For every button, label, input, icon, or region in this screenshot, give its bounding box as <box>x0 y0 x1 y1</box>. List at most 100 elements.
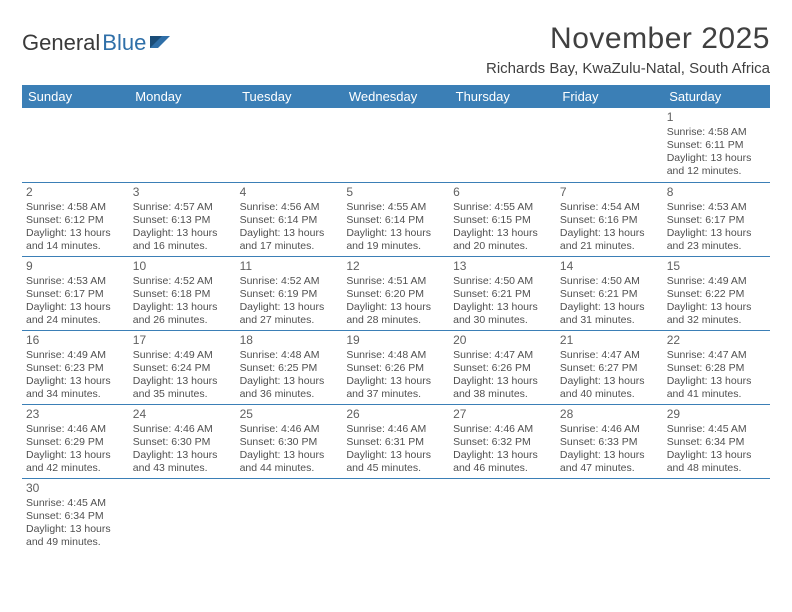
sunrise-line: Sunrise: 4:46 AM <box>560 423 659 436</box>
calendar-cell: 13Sunrise: 4:50 AMSunset: 6:21 PMDayligh… <box>449 256 556 330</box>
sunrise-line: Sunrise: 4:58 AM <box>667 126 766 139</box>
day-number: 15 <box>667 259 766 274</box>
sunset-line: Sunset: 6:27 PM <box>560 362 659 375</box>
sunrise-line: Sunrise: 4:47 AM <box>667 349 766 362</box>
calendar-table: SundayMondayTuesdayWednesdayThursdayFrid… <box>22 85 770 552</box>
sunset-line: Sunset: 6:23 PM <box>26 362 125 375</box>
calendar-cell: 21Sunrise: 4:47 AMSunset: 6:27 PMDayligh… <box>556 330 663 404</box>
sunrise-line: Sunrise: 4:48 AM <box>240 349 339 362</box>
daylight-line: Daylight: 13 hoursand 43 minutes. <box>133 449 232 475</box>
day-number: 18 <box>240 333 339 348</box>
daylight-line: Daylight: 13 hoursand 17 minutes. <box>240 227 339 253</box>
daylight-line: Daylight: 13 hoursand 16 minutes. <box>133 227 232 253</box>
sunset-line: Sunset: 6:14 PM <box>240 214 339 227</box>
calendar-cell: 10Sunrise: 4:52 AMSunset: 6:18 PMDayligh… <box>129 256 236 330</box>
day-number: 7 <box>560 185 659 200</box>
sunrise-line: Sunrise: 4:51 AM <box>346 275 445 288</box>
sunset-line: Sunset: 6:29 PM <box>26 436 125 449</box>
sunrise-line: Sunrise: 4:53 AM <box>26 275 125 288</box>
daylight-line: Daylight: 13 hoursand 34 minutes. <box>26 375 125 401</box>
day-number: 8 <box>667 185 766 200</box>
calendar-cell: 7Sunrise: 4:54 AMSunset: 6:16 PMDaylight… <box>556 182 663 256</box>
sunset-line: Sunset: 6:28 PM <box>667 362 766 375</box>
daylight-line: Daylight: 13 hoursand 41 minutes. <box>667 375 766 401</box>
day-number: 2 <box>26 185 125 200</box>
day-number: 27 <box>453 407 552 422</box>
calendar-cell <box>342 108 449 182</box>
day-number: 26 <box>346 407 445 422</box>
calendar-row: 9Sunrise: 4:53 AMSunset: 6:17 PM Daylight… <box>22 256 770 330</box>
calendar-row: 16Sunrise: 4:49 AMSunset: 6:23 PMDayligh… <box>22 330 770 404</box>
day-number: 29 <box>667 407 766 422</box>
logo-text-2: Blue <box>102 30 146 56</box>
day-number: 10 <box>133 259 232 274</box>
sunset-line: Sunset: 6:19 PM <box>240 288 339 301</box>
sunset-line: Sunset: 6:17 PM <box>26 288 125 301</box>
logo-text-1: General <box>22 30 100 56</box>
weekday-header: Saturday <box>663 85 770 108</box>
day-number: 28 <box>560 407 659 422</box>
weekday-header: Thursday <box>449 85 556 108</box>
daylight-line: Daylight: 13 hoursand 20 minutes. <box>453 227 552 253</box>
sunrise-line: Sunrise: 4:49 AM <box>26 349 125 362</box>
day-number: 11 <box>240 259 339 274</box>
location: Richards Bay, KwaZulu-Natal, South Afric… <box>486 60 770 77</box>
day-number: 30 <box>26 481 125 496</box>
calendar-cell <box>449 108 556 182</box>
daylight-line: Daylight: 13 hoursand 40 minutes. <box>560 375 659 401</box>
day-number: 14 <box>560 259 659 274</box>
sunrise-line: Sunrise: 4:47 AM <box>453 349 552 362</box>
daylight-line: Daylight: 13 hoursand 30 minutes. <box>453 301 552 327</box>
weekday-header-row: SundayMondayTuesdayWednesdayThursdayFrid… <box>22 85 770 108</box>
calendar-row: 2Sunrise: 4:58 AMSunset: 6:12 PMDaylight… <box>22 182 770 256</box>
sunrise-line: Sunrise: 4:46 AM <box>133 423 232 436</box>
daylight-line: Daylight: 13 hoursand 28 minutes. <box>346 301 445 327</box>
sunrise-line: Sunrise: 4:57 AM <box>133 201 232 214</box>
sunrise-line: Sunrise: 4:49 AM <box>133 349 232 362</box>
weekday-header: Friday <box>556 85 663 108</box>
sunrise-line: Sunrise: 4:45 AM <box>26 497 125 510</box>
daylight-line: Daylight: 13 hoursand 38 minutes. <box>453 375 552 401</box>
daylight-line: Daylight: 13 hoursand 44 minutes. <box>240 449 339 475</box>
daylight-line: Daylight: 13 hoursand 32 minutes. <box>667 301 766 327</box>
calendar-cell <box>129 108 236 182</box>
day-number: 6 <box>453 185 552 200</box>
sunrise-line: Sunrise: 4:53 AM <box>667 201 766 214</box>
title-block: November 2025 Richards Bay, KwaZulu-Nata… <box>486 22 770 77</box>
sunrise-line: Sunrise: 4:46 AM <box>240 423 339 436</box>
flag-icon <box>150 30 172 56</box>
calendar-cell <box>342 478 449 552</box>
calendar-cell: 28Sunrise: 4:46 AMSunset: 6:33 PMDayligh… <box>556 404 663 478</box>
daylight-line: Daylight: 13 hoursand 31 minutes. <box>560 301 659 327</box>
calendar-cell: 17Sunrise: 4:49 AMSunset: 6:24 PMDayligh… <box>129 330 236 404</box>
month-title: November 2025 <box>486 22 770 56</box>
sunset-line: Sunset: 6:26 PM <box>346 362 445 375</box>
calendar-cell: 25Sunrise: 4:46 AMSunset: 6:30 PMDayligh… <box>236 404 343 478</box>
sunset-line: Sunset: 6:33 PM <box>560 436 659 449</box>
calendar-cell: 5Sunrise: 4:55 AMSunset: 6:14 PMDaylight… <box>342 182 449 256</box>
sunrise-line: Sunrise: 4:50 AM <box>453 275 552 288</box>
daylight-line: Daylight: 13 hoursand 19 minutes. <box>346 227 445 253</box>
sunrise-line: Sunrise: 4:45 AM <box>667 423 766 436</box>
sunset-line: Sunset: 6:30 PM <box>240 436 339 449</box>
sunset-line: Sunset: 6:24 PM <box>133 362 232 375</box>
calendar-cell: 27Sunrise: 4:46 AMSunset: 6:32 PMDayligh… <box>449 404 556 478</box>
daylight-line: Daylight: 13 hoursand 49 minutes. <box>26 523 125 549</box>
sunset-line: Sunset: 6:14 PM <box>346 214 445 227</box>
weekday-header: Wednesday <box>342 85 449 108</box>
daylight-line: Daylight: 13 hoursand 45 minutes. <box>346 449 445 475</box>
daylight-line: Daylight: 13 hoursand 26 minutes. <box>133 301 232 327</box>
daylight-line: Daylight: 13 hoursand 21 minutes. <box>560 227 659 253</box>
day-number: 16 <box>26 333 125 348</box>
daylight-line: Daylight: 13 hoursand 47 minutes. <box>560 449 659 475</box>
sunrise-line: Sunrise: 4:52 AM <box>240 275 339 288</box>
sunrise-line: Sunrise: 4:54 AM <box>560 201 659 214</box>
calendar-row: 1Sunrise: 4:58 AMSunset: 6:11 PMDaylight… <box>22 108 770 182</box>
sunset-line: Sunset: 6:20 PM <box>346 288 445 301</box>
weekday-header: Tuesday <box>236 85 343 108</box>
sunset-line: Sunset: 6:17 PM <box>667 214 766 227</box>
sunrise-line: Sunrise: 4:55 AM <box>346 201 445 214</box>
day-number: 9 <box>26 259 125 274</box>
calendar-cell: 18Sunrise: 4:48 AMSunset: 6:25 PMDayligh… <box>236 330 343 404</box>
calendar-body: 1Sunrise: 4:58 AMSunset: 6:11 PMDaylight… <box>22 108 770 552</box>
